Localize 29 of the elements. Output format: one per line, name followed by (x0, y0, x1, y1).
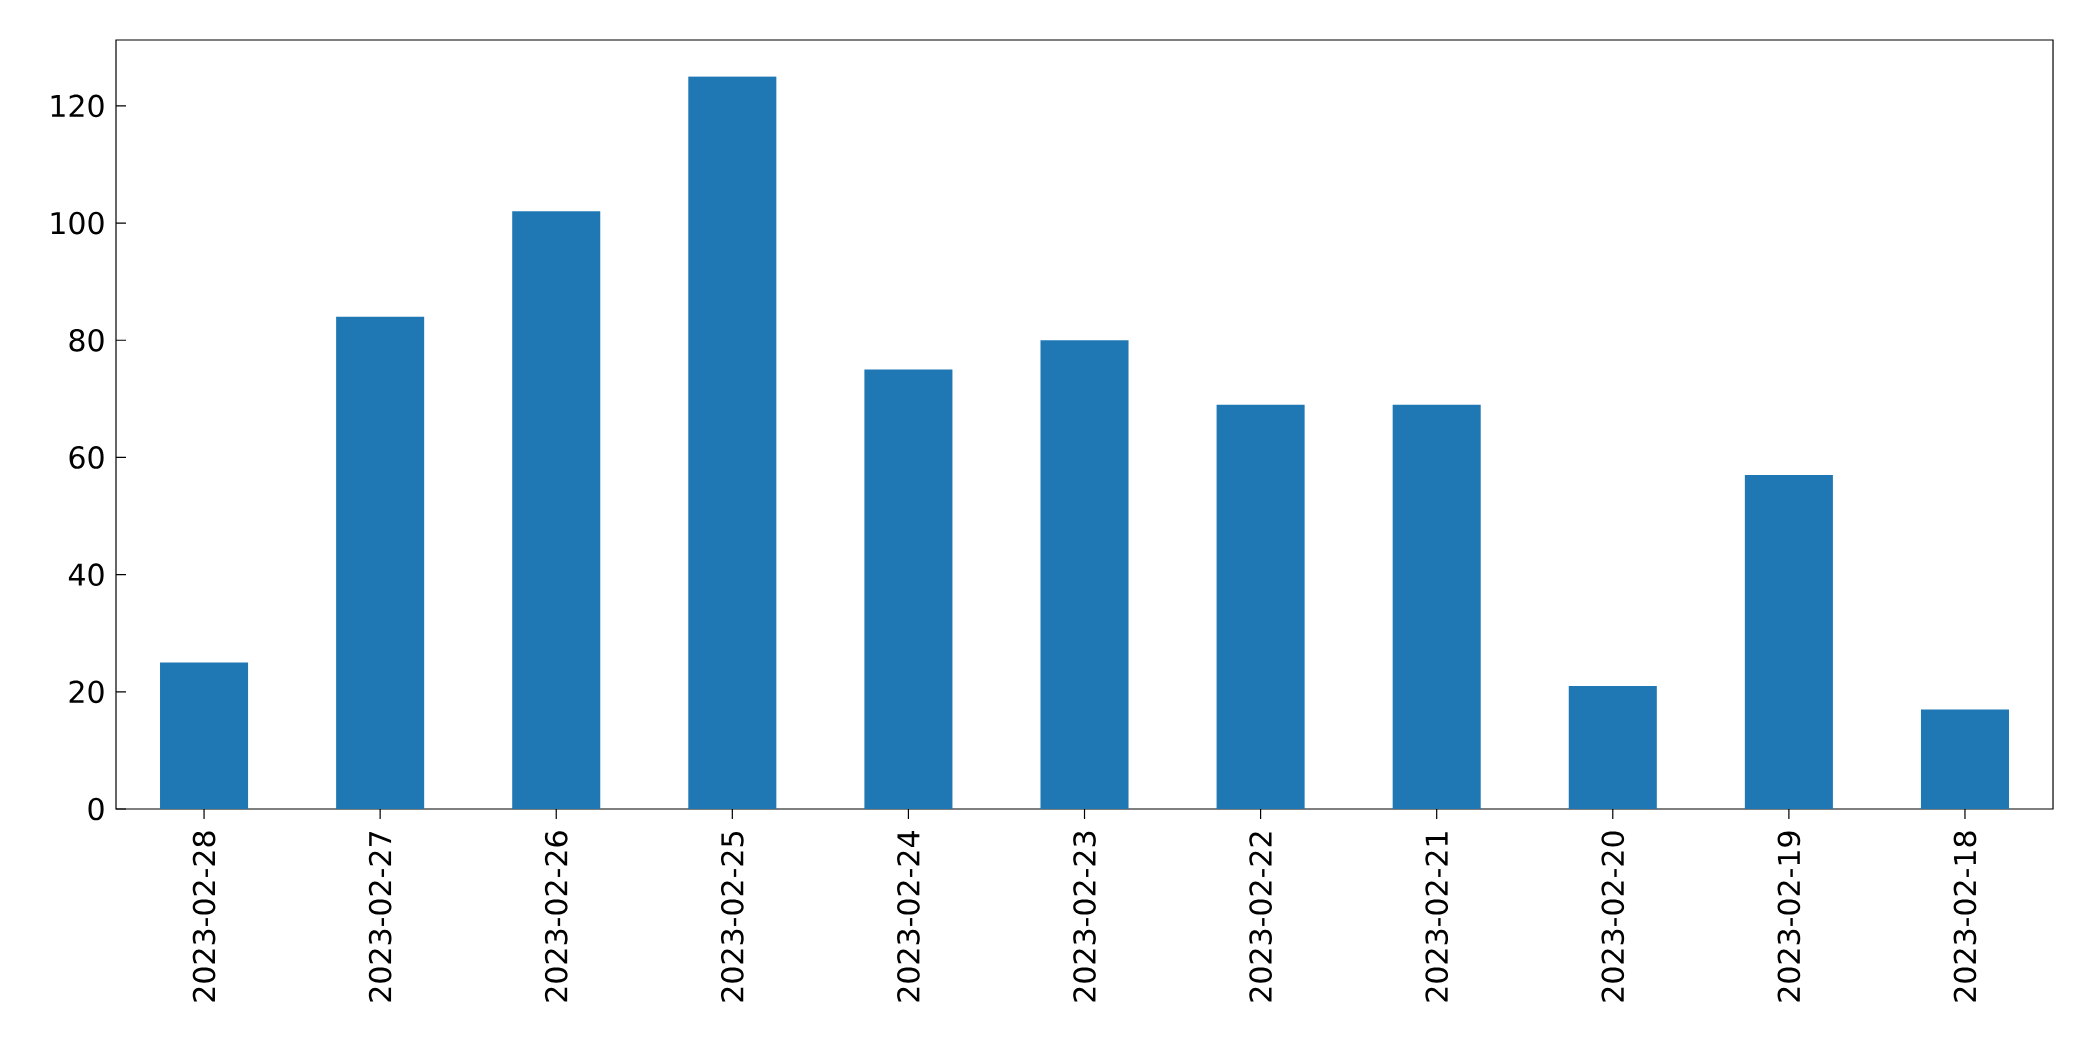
x-tick-label: 2023-02-25 (720, 832, 744, 1002)
bar (512, 211, 601, 809)
bar (688, 76, 777, 809)
x-tick-label: 2023-02-20 (1601, 831, 1625, 1002)
x-tick-label: 2023-02-19 (1777, 831, 1801, 1002)
y-tick-label: 40 (68, 563, 104, 586)
x-tick-label: 2023-02-21 (1425, 832, 1449, 1002)
x-tick-label: 2023-02-18 (1953, 831, 1977, 1002)
y-tick-label: 60 (69, 446, 104, 469)
x-tick-label: 2023-02-26 (544, 831, 568, 1002)
bar (160, 662, 249, 809)
y-tick-label: 80 (69, 328, 104, 352)
y-tick-label: 100 (51, 211, 104, 235)
bar (1920, 709, 2009, 809)
bar (1040, 340, 1129, 809)
x-tick-label: 2023-02-23 (1073, 831, 1096, 1002)
bar (1744, 475, 1833, 809)
x-tick-label: 2023-02-24 (897, 831, 920, 1002)
x-tick-label: 2023-02-28 (192, 831, 216, 1002)
x-tick-label: 2023-02-27 (368, 832, 392, 1002)
bar (1392, 404, 1481, 809)
bar (336, 316, 425, 809)
y-tick-label: 20 (69, 680, 104, 704)
bar (1216, 404, 1305, 809)
bar (1568, 685, 1657, 809)
x-tick-label: 2023-02-22 (1249, 832, 1272, 1002)
y-tick-label: 0 (88, 797, 104, 821)
y-tick-label: 120 (51, 94, 104, 118)
bar (864, 369, 953, 809)
